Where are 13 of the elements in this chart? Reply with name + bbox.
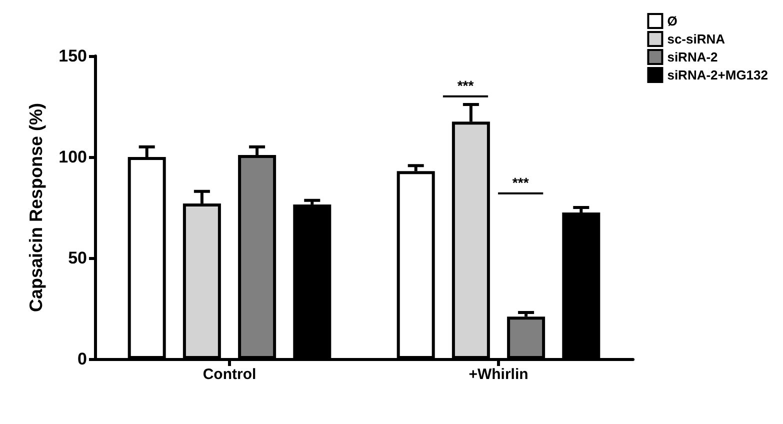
x-tick-label: +Whirlin [468,366,528,383]
legend-label: sc-siRNA [667,32,726,46]
y-axis-title: Capsaicin Response (%) [26,102,46,312]
y-tick-label: 150 [58,46,87,66]
y-tick-label: 0 [78,350,87,368]
legend-label: Ø [667,14,678,28]
legend-label: siRNA-2 [667,50,718,64]
y-tick-label: 50 [68,248,87,268]
y-tick-label: 100 [58,148,87,166]
annotation: *** [457,77,474,94]
x-tick-label: Control [202,366,256,383]
annotation: *** [512,174,530,190]
legend-label: siRNA-2+MG132 [667,68,768,82]
